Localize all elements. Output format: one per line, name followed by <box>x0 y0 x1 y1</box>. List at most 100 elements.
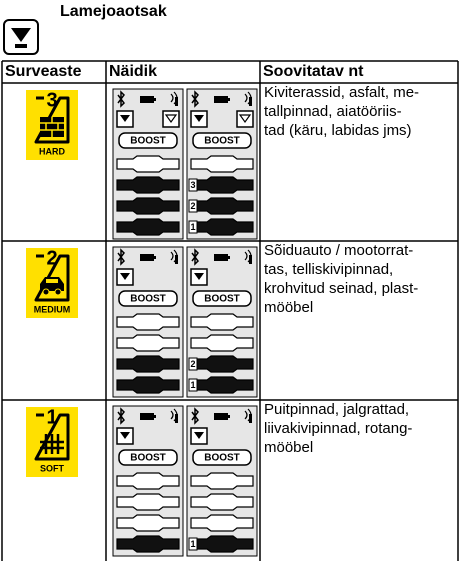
slot <box>190 355 254 373</box>
boost-button <box>118 290 178 307</box>
boost-button <box>118 132 178 149</box>
slot-number: 1 <box>190 380 195 390</box>
boost-label: BOOST <box>204 294 240 305</box>
slot-number-box <box>188 199 198 213</box>
badge-label: HARD <box>39 146 65 156</box>
slot <box>190 472 254 490</box>
boost-label: BOOST <box>204 136 240 147</box>
slot <box>190 155 254 173</box>
slot-number-box <box>188 357 198 371</box>
slot <box>116 535 180 553</box>
slot-number: 3 <box>190 180 195 190</box>
badge-number: 3 <box>46 89 57 111</box>
filter-glyph <box>194 115 204 122</box>
column-header: Surveaste <box>5 63 82 80</box>
badge-label: SOFT <box>40 463 65 473</box>
bluetooth-icon <box>117 248 125 266</box>
filter-glyph <box>120 273 130 280</box>
filter-icon-base <box>15 44 27 48</box>
signal-icon <box>249 255 252 264</box>
car-window <box>46 279 58 283</box>
description-line: tas, telliskivipinnad, <box>264 261 393 278</box>
boost-button <box>192 132 252 149</box>
bluetooth-icon <box>191 90 199 108</box>
signal-icon <box>175 97 178 106</box>
boost-label: BOOST <box>204 453 240 464</box>
filter-glyph <box>238 114 252 124</box>
slot <box>190 376 254 394</box>
badge-frame <box>34 413 70 461</box>
battery-tip <box>228 256 230 259</box>
signal-icon <box>249 414 252 423</box>
car-wheel <box>42 288 50 296</box>
battery-icon <box>140 413 154 420</box>
boost-button <box>192 449 252 466</box>
boost-label: BOOST <box>130 136 166 147</box>
slot <box>116 218 180 236</box>
badge-number: 1 <box>46 406 57 428</box>
signal-icon <box>175 255 178 264</box>
badge-number: 2 <box>46 247 57 269</box>
slot <box>190 535 254 553</box>
battery-icon <box>140 254 154 261</box>
boost-button <box>192 290 252 307</box>
battery-tip <box>228 415 230 418</box>
description-line: liivakivipinnad, rotang- <box>264 420 412 437</box>
boost-label: BOOST <box>130 294 166 305</box>
description-line: tallpinnad, aiatööriis- <box>264 103 402 120</box>
bluetooth-icon <box>191 248 199 266</box>
column-header: Näidik <box>109 63 157 80</box>
slot <box>190 493 254 511</box>
slot <box>190 218 254 236</box>
signal-icon <box>249 97 252 106</box>
slot-number-box <box>188 178 198 192</box>
description-line: Sõiduauto / mootorrat- <box>264 242 413 259</box>
slot-number-box <box>188 378 198 392</box>
description-line: mööbel <box>264 299 313 316</box>
boost-label: BOOST <box>130 453 166 464</box>
battery-icon <box>140 96 154 103</box>
slot <box>116 176 180 194</box>
brick-icon <box>40 117 64 137</box>
filter-glyph <box>164 114 178 124</box>
signal-icon <box>175 414 178 423</box>
slot-number: 2 <box>190 201 195 211</box>
battery-icon <box>214 413 228 420</box>
slot <box>190 176 254 194</box>
bluetooth-icon <box>117 90 125 108</box>
filter-glyph <box>194 273 204 280</box>
description-line: tad (käru, labidas jms) <box>264 122 412 139</box>
bluetooth-icon <box>117 407 125 425</box>
filter-box <box>236 110 254 128</box>
slot <box>116 514 180 532</box>
column-header: Soovitatav nt <box>263 63 364 80</box>
description-line: krohvitud seinad, plast- <box>264 280 418 297</box>
slot <box>116 313 180 331</box>
slot <box>116 197 180 215</box>
slot-number: 1 <box>190 222 195 232</box>
slot <box>190 197 254 215</box>
slot-number: 2 <box>190 359 195 369</box>
slot <box>190 334 254 352</box>
bluetooth-icon <box>191 407 199 425</box>
slot <box>190 514 254 532</box>
filter-glyph <box>120 115 130 122</box>
slot-number: 1 <box>190 539 195 549</box>
filter-glyph <box>194 432 204 439</box>
battery-tip <box>154 98 156 101</box>
boost-button <box>118 449 178 466</box>
table-grid <box>1 60 459 561</box>
filter-glyph <box>120 432 130 439</box>
slot-number-box <box>188 220 198 234</box>
slot <box>116 472 180 490</box>
description-line: Puitpinnad, jalgrattad, <box>264 401 409 418</box>
slot <box>116 155 180 173</box>
slot <box>190 313 254 331</box>
battery-tip <box>228 98 230 101</box>
slot <box>116 334 180 352</box>
slot <box>116 376 180 394</box>
battery-tip <box>154 256 156 259</box>
battery-tip <box>154 415 156 418</box>
filter-icon <box>11 28 31 42</box>
